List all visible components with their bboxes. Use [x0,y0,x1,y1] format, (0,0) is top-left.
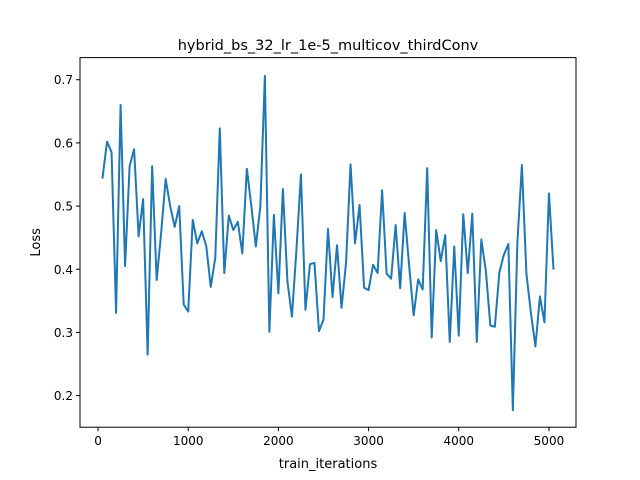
plot-area [101,74,555,412]
loss-series-line [101,74,555,412]
x-tick-label: 3000 [353,434,384,448]
x-tick-label: 5000 [534,434,565,448]
x-axis-label: train_iterations [279,457,378,472]
y-tick-label: 0.5 [54,200,73,214]
x-tick-label: 4000 [443,434,474,448]
x-tick-label: 1000 [173,434,204,448]
y-tick-label: 0.6 [54,136,73,150]
y-tick-label: 0.7 [54,73,73,87]
x-axis: 0 1000 2000 3000 4000 5000 [94,427,564,448]
x-tick-label: 0 [94,434,102,448]
y-axis: 0.2 0.3 0.4 0.5 0.6 0.7 [54,73,80,403]
chart-title: hybrid_bs_32_lr_1e-5_multicov_thirdConv [178,38,479,54]
x-tick-label: 2000 [263,434,294,448]
y-tick-label: 0.2 [54,389,73,403]
y-tick-label: 0.3 [54,326,73,340]
y-tick-label: 0.4 [54,263,73,277]
axes-frame [79,57,577,428]
y-axis-label: Loss [29,228,44,257]
